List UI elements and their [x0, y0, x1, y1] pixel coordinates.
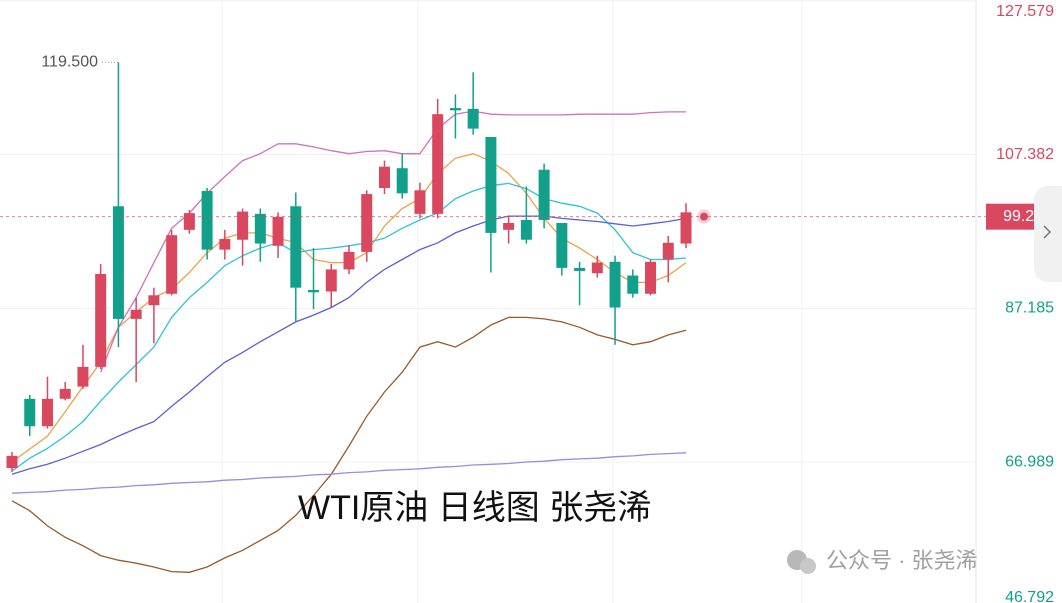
candle-body	[77, 366, 89, 387]
candle-body	[237, 211, 249, 240]
candle-body	[662, 242, 674, 260]
candle-body	[645, 261, 657, 294]
candle-body	[591, 262, 603, 274]
candle-body	[308, 289, 320, 293]
candle-body	[680, 212, 692, 244]
candle-body	[627, 275, 639, 294]
y-tick-label: 87.185	[1005, 300, 1054, 317]
side-tab	[1034, 186, 1062, 282]
candle-body	[95, 273, 107, 367]
candle-body	[41, 398, 53, 427]
indicator-line	[11, 215, 687, 475]
candle-body	[325, 269, 337, 292]
candle-body	[414, 190, 426, 214]
watermark-icon	[800, 558, 816, 574]
y-tick-label: 127.579	[996, 3, 1054, 20]
watermark: 公众号 · 张尧浠	[787, 548, 978, 574]
candle-body	[183, 213, 195, 230]
candle-body	[449, 108, 461, 111]
candle-body	[166, 235, 178, 294]
candle-body	[520, 219, 532, 240]
candle-body	[201, 191, 213, 250]
candle-body	[130, 309, 142, 319]
last-price-dot	[700, 212, 708, 221]
indicator-line	[100, 110, 686, 373]
candle-body	[503, 222, 515, 230]
max-label: 119.500	[41, 54, 98, 71]
candle-body	[59, 388, 71, 399]
candle-body	[219, 238, 231, 250]
candle-body	[467, 108, 479, 129]
candle-body	[396, 168, 408, 194]
candle-body	[361, 194, 373, 252]
indicator-line	[11, 452, 687, 494]
candle-body	[609, 261, 621, 308]
watermark-text: 公众号 · 张尧浠	[826, 548, 978, 573]
candle-body	[556, 222, 568, 268]
y-tick-label: 66.989	[1005, 453, 1054, 470]
candle-body	[485, 136, 497, 233]
side-tab-arrow	[1043, 225, 1052, 239]
candle-body	[432, 114, 444, 214]
y-tick-label: 107.382	[996, 146, 1054, 163]
y-tick-label: 46.792	[1005, 589, 1054, 603]
chart-title: WTI原油 日线图 张尧浠	[298, 489, 651, 527]
candle-body	[148, 295, 160, 306]
candle-body	[378, 166, 390, 188]
candle-body	[574, 267, 586, 271]
candle-body	[343, 251, 355, 270]
candle-body	[254, 213, 266, 244]
candle-body	[290, 206, 302, 288]
candle-body	[538, 169, 550, 220]
indicator-line	[11, 316, 687, 573]
candle-body	[272, 216, 284, 246]
candle-body	[6, 455, 18, 469]
candle-body	[24, 398, 36, 427]
candle-body	[112, 206, 124, 319]
